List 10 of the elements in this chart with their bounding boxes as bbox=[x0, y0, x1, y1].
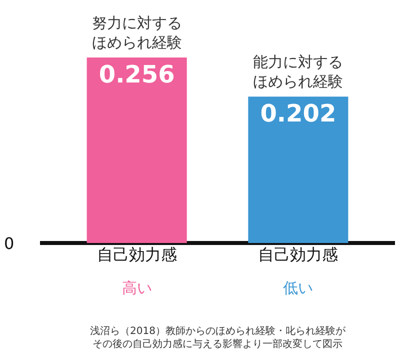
text: 浅沼ら（2018）教師からのほめられ経験・叱られ経験がその後の自己効力感に与える影響より一部改変して図示 bbox=[90, 325, 346, 350]
x-tick-label: 自己効力感 bbox=[96, 245, 177, 264]
text: 高い bbox=[122, 279, 152, 297]
data-label: 0.202 bbox=[260, 100, 336, 128]
data-label: 0.256 bbox=[98, 60, 175, 88]
annotation: 能力に対するほめられ経験 bbox=[253, 53, 343, 90]
annotation: 努力に対するほめられ経験 bbox=[92, 14, 182, 52]
text: 低い bbox=[283, 279, 313, 297]
x-tick-label: 自己効力感 bbox=[258, 245, 338, 264]
text: 0 bbox=[4, 234, 14, 253]
